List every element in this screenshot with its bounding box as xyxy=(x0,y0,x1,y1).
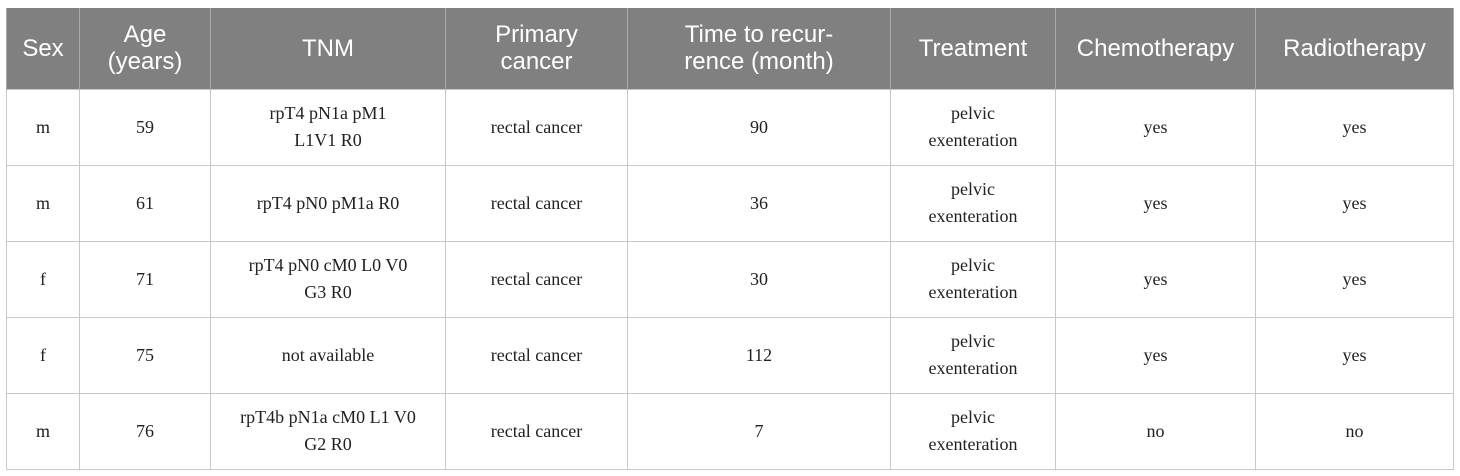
treatment-line: exenteration xyxy=(928,206,1018,226)
patient-characteristics-table: Sex Age (years) TNM Primary cancer Time … xyxy=(6,8,1454,470)
treatment-line: pelvic xyxy=(951,103,995,123)
header-chemotherapy: Chemotherapy xyxy=(1055,8,1256,89)
treatment-line: exenteration xyxy=(928,434,1018,454)
cell-radiotherapy: yes xyxy=(1255,240,1454,318)
header-line: cancer xyxy=(500,48,573,76)
cell-treatment: pelvic exenteration xyxy=(890,316,1056,394)
cell-sex: m xyxy=(6,164,80,242)
patient-table-container: Sex Age (years) TNM Primary cancer Time … xyxy=(6,8,1454,470)
header-line: Time to recur- xyxy=(684,21,834,49)
cell-tnm: rpT4 pN0 cM0 L0 V0 G3 R0 xyxy=(210,240,446,318)
cell-radiotherapy: yes xyxy=(1255,164,1454,242)
cell-primary-cancer: rectal cancer xyxy=(445,164,628,242)
header-line: rence (month) xyxy=(684,48,834,76)
table-row: f 71 rpT4 pN0 cM0 L0 V0 G3 R0 rectal can… xyxy=(6,240,1454,318)
treatment-line: exenteration xyxy=(928,358,1018,378)
tnm-line: L1V1 R0 xyxy=(294,130,362,150)
cell-treatment: pelvic exenteration xyxy=(890,240,1056,318)
cell-time-to-recurrence: 90 xyxy=(627,88,891,166)
cell-chemotherapy: yes xyxy=(1055,88,1256,166)
header-line: Primary xyxy=(495,21,578,49)
cell-radiotherapy: yes xyxy=(1255,88,1454,166)
header-sex: Sex xyxy=(6,8,80,89)
tnm-line: rpT4 pN0 pM1a R0 xyxy=(256,192,400,213)
header-tnm: TNM xyxy=(210,8,446,89)
tnm-line: rpT4b pN1a cM0 L1 V0 xyxy=(240,407,416,427)
table-row: m 59 rpT4 pN1a pM1 L1V1 R0 rectal cancer… xyxy=(6,88,1454,166)
tnm-line: rpT4 pN1a pM1 xyxy=(269,103,387,123)
cell-tnm: rpT4 pN1a pM1 L1V1 R0 xyxy=(210,88,446,166)
cell-treatment: pelvic exenteration xyxy=(890,392,1056,470)
cell-radiotherapy: no xyxy=(1255,392,1454,470)
tnm-line: G3 R0 xyxy=(304,282,352,302)
header-line: (years) xyxy=(107,48,183,76)
header-line: Sex xyxy=(22,34,64,62)
cell-time-to-recurrence: 30 xyxy=(627,240,891,318)
cell-age: 61 xyxy=(79,164,211,242)
treatment-line: pelvic xyxy=(951,407,995,427)
cell-sex: m xyxy=(6,392,80,470)
cell-primary-cancer: rectal cancer xyxy=(445,392,628,470)
cell-time-to-recurrence: 7 xyxy=(627,392,891,470)
cell-tnm: not available xyxy=(210,316,446,394)
cell-age: 71 xyxy=(79,240,211,318)
cell-chemotherapy: yes xyxy=(1055,240,1256,318)
treatment-line: pelvic xyxy=(951,255,995,275)
header-radiotherapy: Radiotherapy xyxy=(1255,8,1454,89)
cell-sex: f xyxy=(6,316,80,394)
treatment-line: exenteration xyxy=(928,282,1018,302)
cell-time-to-recurrence: 112 xyxy=(627,316,891,394)
tnm-line: rpT4 pN0 cM0 L0 V0 xyxy=(248,255,408,275)
header-treatment: Treatment xyxy=(890,8,1056,89)
tnm-line: not available xyxy=(281,344,375,365)
header-primary-cancer: Primary cancer xyxy=(445,8,628,89)
cell-chemotherapy: no xyxy=(1055,392,1256,470)
tnm-line: G2 R0 xyxy=(304,434,352,454)
header-line: Radiotherapy xyxy=(1283,34,1426,62)
header-line: Age xyxy=(123,21,167,49)
cell-primary-cancer: rectal cancer xyxy=(445,240,628,318)
header-time-to-recurrence: Time to recur- rence (month) xyxy=(627,8,891,89)
cell-age: 59 xyxy=(79,88,211,166)
cell-radiotherapy: yes xyxy=(1255,316,1454,394)
cell-age: 76 xyxy=(79,392,211,470)
treatment-line: pelvic xyxy=(951,331,995,351)
treatment-line: pelvic xyxy=(951,179,995,199)
header-line: TNM xyxy=(302,34,354,62)
table-row: m 76 rpT4b pN1a cM0 L1 V0 G2 R0 rectal c… xyxy=(6,392,1454,470)
cell-treatment: pelvic exenteration xyxy=(890,164,1056,242)
header-row: Sex Age (years) TNM Primary cancer Time … xyxy=(6,8,1454,89)
cell-tnm: rpT4b pN1a cM0 L1 V0 G2 R0 xyxy=(210,392,446,470)
cell-primary-cancer: rectal cancer xyxy=(445,316,628,394)
table-body: m 59 rpT4 pN1a pM1 L1V1 R0 rectal cancer… xyxy=(6,88,1454,470)
table-row: f 75 not available rectal cancer 112 pel… xyxy=(6,316,1454,394)
table-header: Sex Age (years) TNM Primary cancer Time … xyxy=(6,8,1454,89)
cell-sex: m xyxy=(6,88,80,166)
cell-tnm: rpT4 pN0 pM1a R0 xyxy=(210,164,446,242)
cell-primary-cancer: rectal cancer xyxy=(445,88,628,166)
header-line: Treatment xyxy=(918,34,1028,62)
cell-sex: f xyxy=(6,240,80,318)
cell-time-to-recurrence: 36 xyxy=(627,164,891,242)
header-age: Age (years) xyxy=(79,8,211,89)
cell-age: 75 xyxy=(79,316,211,394)
header-line: Chemotherapy xyxy=(1076,34,1235,62)
cell-treatment: pelvic exenteration xyxy=(890,88,1056,166)
cell-chemotherapy: yes xyxy=(1055,316,1256,394)
treatment-line: exenteration xyxy=(928,130,1018,150)
cell-chemotherapy: yes xyxy=(1055,164,1256,242)
table-row: m 61 rpT4 pN0 pM1a R0 rectal cancer 36 p… xyxy=(6,164,1454,242)
